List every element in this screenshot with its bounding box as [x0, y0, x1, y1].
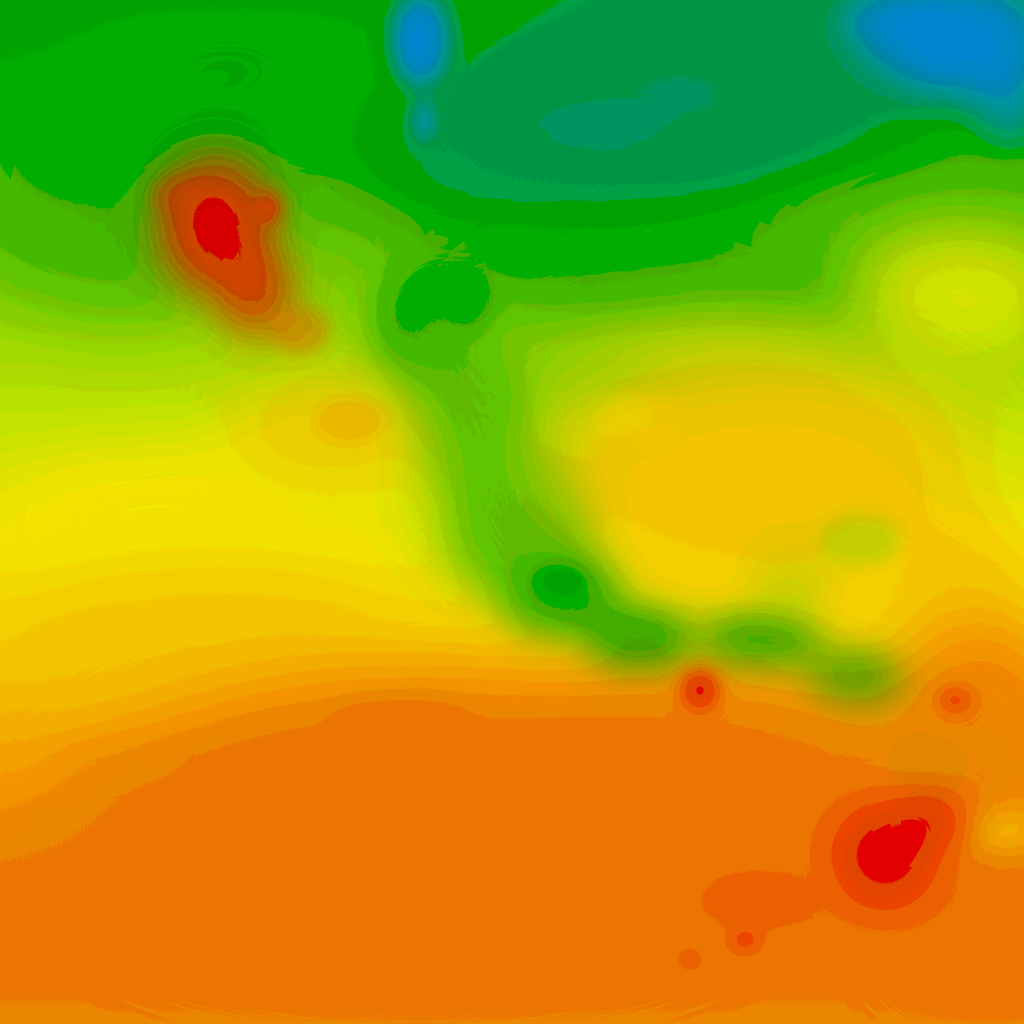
- region-hot-spot-isthmus: [672, 660, 728, 720]
- tex-a: [152, 175, 208, 215]
- region-hot-spot-pacific-b: [676, 950, 704, 970]
- region-cold-ocean-ne-3: [960, 40, 1024, 160]
- region-cold-patch-north-central-2: [411, 92, 437, 148]
- hot-spot-group: [250, 186, 979, 970]
- tex-d: [316, 398, 384, 442]
- tex-j: [60, 738, 180, 782]
- region-cold-speck-a: [924, 41, 956, 69]
- region-hot-core-southeast-coast-2: [875, 775, 985, 865]
- tex-i: [485, 222, 555, 278]
- region-hot-spot-sierra-east: [250, 186, 286, 230]
- region-cold-patch-north-central: [382, 0, 458, 100]
- tex-e: [530, 562, 590, 598]
- tex-g: [820, 514, 900, 566]
- texture-group: [60, 175, 900, 926]
- region-hot-spot-east-a: [931, 682, 979, 718]
- tex-b: [210, 229, 254, 281]
- tex-f: [444, 270, 496, 330]
- tex-h: [595, 392, 685, 448]
- tex-c: [270, 306, 330, 354]
- cold-patch-group: [382, 0, 956, 148]
- tex-l: [705, 874, 815, 926]
- tex-k: [330, 696, 470, 744]
- region-hot-spot-pacific-a: [725, 924, 765, 956]
